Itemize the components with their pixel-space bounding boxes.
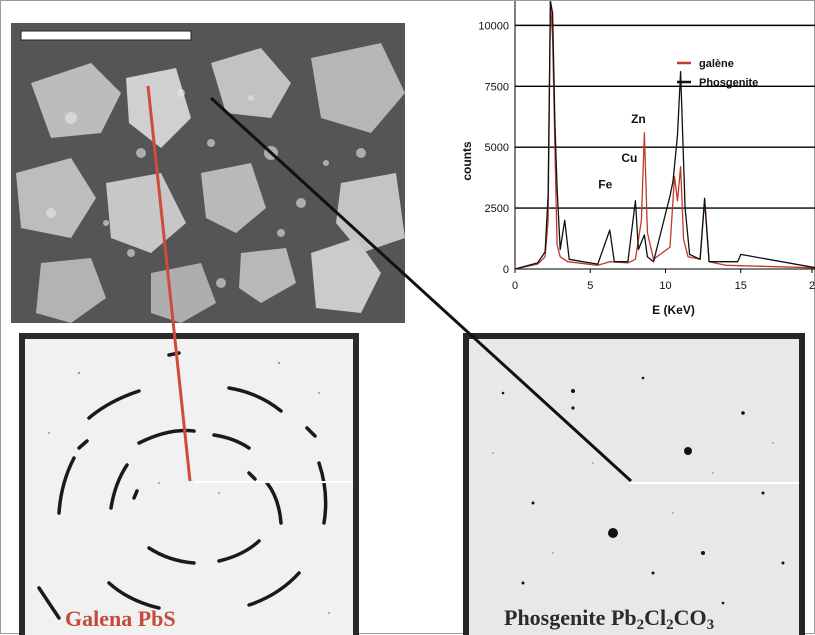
- x-axis-label: E (KeV): [652, 303, 695, 317]
- eds-spectrum-chart: 0 2500 5000 7500 10000 0 5 10 15 2 E (KeV) counts Fe…: [460, 1, 815, 317]
- legend-label: Phosgenite: [699, 77, 758, 89]
- y-tick-label: 0: [503, 264, 509, 276]
- chart-gridlines: [515, 24, 815, 270]
- x-tick-label: 15: [735, 280, 747, 292]
- x-tick-label: 5: [587, 280, 593, 292]
- peak-label-zn: Zn: [631, 112, 646, 126]
- caption-phosgenite: Phosgenite Pb2Cl2CO3: [504, 605, 714, 634]
- y-axis-label: counts: [460, 141, 474, 181]
- caption-phosgenite-text: Phosgenite Pb: [504, 605, 637, 630]
- y-tick-label: 5000: [485, 142, 509, 154]
- caption-sub-2: 2: [666, 617, 674, 633]
- phosgenite-diffraction-pattern: [463, 333, 805, 635]
- galena-diffraction-pattern: [19, 333, 359, 635]
- y-tick-label: 10000: [478, 20, 509, 32]
- legend-label: galène: [699, 58, 734, 70]
- sem-micrograph: [11, 23, 405, 323]
- peak-label-cu: Cu: [621, 151, 637, 165]
- caption-phosgenite-tail: CO: [673, 605, 707, 630]
- series-line-gal-ne: [514, 1, 815, 270]
- y-tick-label: 7500: [485, 81, 509, 93]
- caption-sub-3: 3: [706, 617, 715, 633]
- y-tick-label: 2500: [485, 203, 509, 215]
- x-tick-label: 2: [809, 280, 815, 292]
- chart-axes: [514, 1, 815, 273]
- x-tick-label: 0: [512, 280, 518, 292]
- series-line-phosgenite: [514, 1, 815, 270]
- caption-galena: Galena PbS: [65, 606, 176, 631]
- x-tick-label: 10: [659, 280, 671, 292]
- chart-labels: 0 2500 5000 7500 10000 0 5 10 15 2 E (KeV) counts Fe…: [460, 20, 815, 317]
- caption-phosgenite-mid: Cl: [644, 605, 667, 630]
- scale-bar: [20, 30, 192, 41]
- peak-label-fe: Fe: [598, 178, 612, 192]
- caption-sub-1: 2: [636, 617, 645, 633]
- chart-series-group: [514, 1, 815, 270]
